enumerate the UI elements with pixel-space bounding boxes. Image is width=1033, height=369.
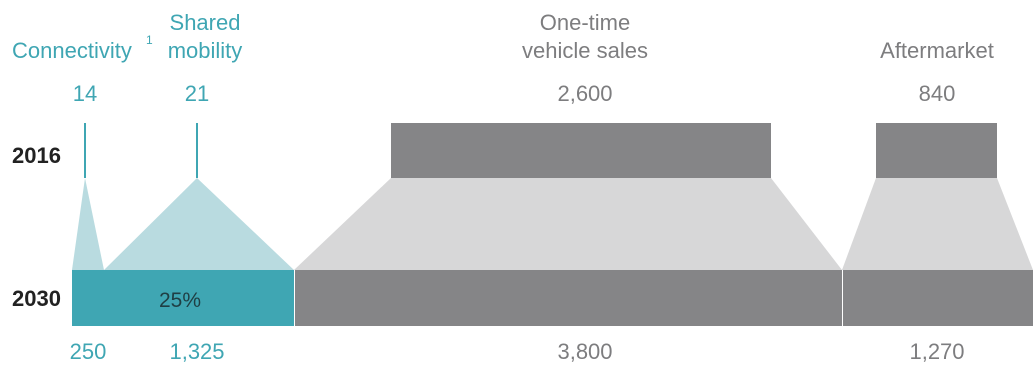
value-2016-aftermarket: 840 bbox=[919, 81, 956, 106]
bar-2030-new-segments bbox=[72, 270, 294, 326]
category-label-connectivity: Connectivity bbox=[12, 38, 132, 63]
value-2016-shared-mobility: 21 bbox=[185, 81, 209, 106]
bar-2016-vehicle-sales bbox=[391, 123, 771, 178]
bar-2016-aftermarket bbox=[876, 123, 997, 178]
connector-vehicle-sales bbox=[294, 178, 842, 270]
category-label-vehicle-sales-line1: One-time bbox=[540, 10, 630, 35]
connector-shared-mobility bbox=[104, 178, 294, 270]
bar-2030-aftermarket bbox=[843, 270, 1033, 326]
connector-aftermarket bbox=[842, 178, 1033, 270]
category-label-shared-mobility-line2: mobility bbox=[168, 38, 243, 63]
category-label-aftermarket: Aftermarket bbox=[880, 38, 994, 63]
value-2030-shared-mobility: 1,325 bbox=[169, 339, 224, 364]
bar-2016-shared-mobility bbox=[196, 123, 198, 178]
new-share-2030-label: 25% bbox=[159, 289, 201, 312]
category-superscript-connectivity: 1 bbox=[146, 33, 153, 47]
value-2030-connectivity: 250 bbox=[70, 339, 107, 364]
value-2030-aftermarket: 1,270 bbox=[909, 339, 964, 364]
year-label-2016: 2016 bbox=[12, 143, 61, 168]
bar-2030-vehicle-sales bbox=[295, 270, 842, 326]
category-label-vehicle-sales-line2: vehicle sales bbox=[522, 38, 648, 63]
value-2016-vehicle-sales: 2,600 bbox=[557, 81, 612, 106]
value-2016-connectivity: 14 bbox=[73, 81, 97, 106]
connector-connectivity bbox=[72, 178, 104, 270]
bar-2016-connectivity bbox=[84, 123, 86, 178]
year-label-2030: 2030 bbox=[12, 286, 61, 311]
value-2030-vehicle-sales: 3,800 bbox=[557, 339, 612, 364]
category-label-shared-mobility-line1: Shared bbox=[170, 10, 241, 35]
